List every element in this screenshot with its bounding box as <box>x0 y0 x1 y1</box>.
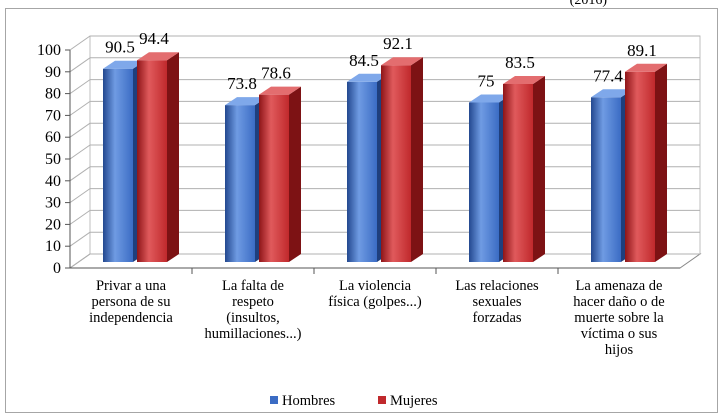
bar-top <box>591 89 633 98</box>
y-tick-label: 80 <box>45 86 61 103</box>
legend-label-hombres: Hombres <box>282 393 336 409</box>
bar-top <box>103 60 145 69</box>
data-label: 77.4 <box>593 66 623 85</box>
legend-swatch-hombres <box>270 396 278 404</box>
bar-side <box>655 63 667 263</box>
data-label: 83.5 <box>505 53 535 72</box>
category-label: Las relaciones <box>455 278 539 294</box>
category-label: Privar a una <box>96 278 167 294</box>
legend-swatch-mujeres <box>378 396 386 404</box>
y-tick-label: 90 <box>45 64 61 81</box>
category-label: respeto <box>232 294 274 310</box>
bar-mujeres <box>137 60 167 262</box>
gridline-depth <box>69 57 91 73</box>
category-label: La amenaza de <box>576 278 663 294</box>
bar-mujeres <box>625 71 655 263</box>
y-tick-label: 20 <box>45 216 61 233</box>
category-label: hijos <box>605 342 634 358</box>
bar-hombres <box>225 105 255 262</box>
bar-mujeres <box>259 94 289 262</box>
y-tick-label: 0 <box>53 260 61 277</box>
data-label: 92.1 <box>383 34 413 53</box>
caption-fragment: (2016) <box>569 0 607 8</box>
category-label: humillaciones...) <box>204 326 301 342</box>
category-label: (insultos, <box>226 310 280 326</box>
bar-top <box>381 57 423 66</box>
data-label: 94.4 <box>139 29 169 48</box>
bar-top <box>225 97 267 106</box>
bar-side <box>411 57 423 262</box>
bar-hombres <box>469 102 499 262</box>
data-label: 90.5 <box>105 38 135 57</box>
category-label: independencia <box>89 310 173 326</box>
legend-label-mujeres: Mujeres <box>390 393 438 409</box>
gridline-depth <box>69 79 91 95</box>
data-label: 75 <box>478 72 495 91</box>
y-tick-label: 70 <box>45 107 61 124</box>
bar-side <box>167 52 179 262</box>
y-tick-label: 40 <box>45 173 61 190</box>
y-tick-label: 100 <box>37 42 61 59</box>
gridline-depth <box>69 166 91 182</box>
category-label: hacer daño o de <box>573 294 664 310</box>
bar-top <box>137 52 179 61</box>
bar-top <box>347 73 389 82</box>
category-label: La violencia <box>339 278 412 294</box>
category-label: muerte sobre la <box>574 310 664 326</box>
y-tick-label: 30 <box>45 195 61 212</box>
gridline-depth <box>69 253 91 269</box>
category-label: sexuales <box>472 294 521 310</box>
gridline-depth <box>69 209 91 225</box>
data-label: 84.5 <box>349 51 379 70</box>
bar-mujeres <box>381 65 411 262</box>
bar-mujeres <box>503 83 533 262</box>
bar-side <box>533 75 545 262</box>
gridline-depth <box>69 188 91 204</box>
category-label: física (golpes...) <box>328 294 422 310</box>
bar-hombres <box>347 81 377 262</box>
bar-top <box>625 63 667 72</box>
category-label: La falta de <box>222 278 284 294</box>
category-label: persona de su <box>92 294 171 310</box>
data-label: 73.8 <box>227 74 257 93</box>
y-tick-label: 10 <box>45 238 61 255</box>
gridline-depth <box>69 35 91 51</box>
bar-side <box>289 86 301 262</box>
y-tick-label: 60 <box>45 129 61 146</box>
category-label: forzadas <box>472 310 521 326</box>
gridline-depth <box>69 144 91 160</box>
y-tick-label: 50 <box>45 151 61 168</box>
category-label: víctima o sus <box>581 326 658 342</box>
bar-hombres <box>591 97 621 262</box>
gridline-depth <box>69 100 91 116</box>
gridline-depth <box>69 231 91 247</box>
bar-hombres <box>103 68 133 263</box>
bar-top <box>469 94 511 103</box>
bar-top <box>259 86 301 95</box>
bar-top <box>503 75 545 84</box>
gridline-depth <box>69 122 91 138</box>
data-label: 89.1 <box>627 41 657 60</box>
data-label: 78.6 <box>261 64 291 83</box>
